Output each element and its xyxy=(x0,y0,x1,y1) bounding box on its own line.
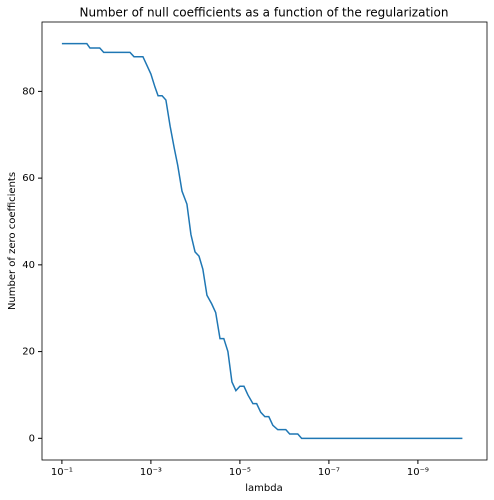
y-tick-label: 20 xyxy=(22,347,35,358)
y-tick-label: 0 xyxy=(29,433,35,444)
y-axis-label: Number of zero coefficients xyxy=(7,172,18,310)
plot-frame xyxy=(41,21,488,461)
x-tick-label: 10⁻¹ xyxy=(51,467,73,478)
y-tick-label: 60 xyxy=(22,173,35,184)
x-axis-label: lambda xyxy=(245,483,282,494)
x-tick-label: 10⁻⁷ xyxy=(318,467,340,478)
y-tick-label: 80 xyxy=(22,86,35,97)
chart-title: Number of null coefficients as a functio… xyxy=(80,6,449,20)
y-tick-label: 40 xyxy=(22,260,35,271)
x-tick-label: 10⁻⁵ xyxy=(229,467,251,478)
x-tick-label: 10⁻³ xyxy=(140,467,162,478)
x-tick-label: 10⁻⁹ xyxy=(407,467,429,478)
line-series xyxy=(61,42,463,440)
